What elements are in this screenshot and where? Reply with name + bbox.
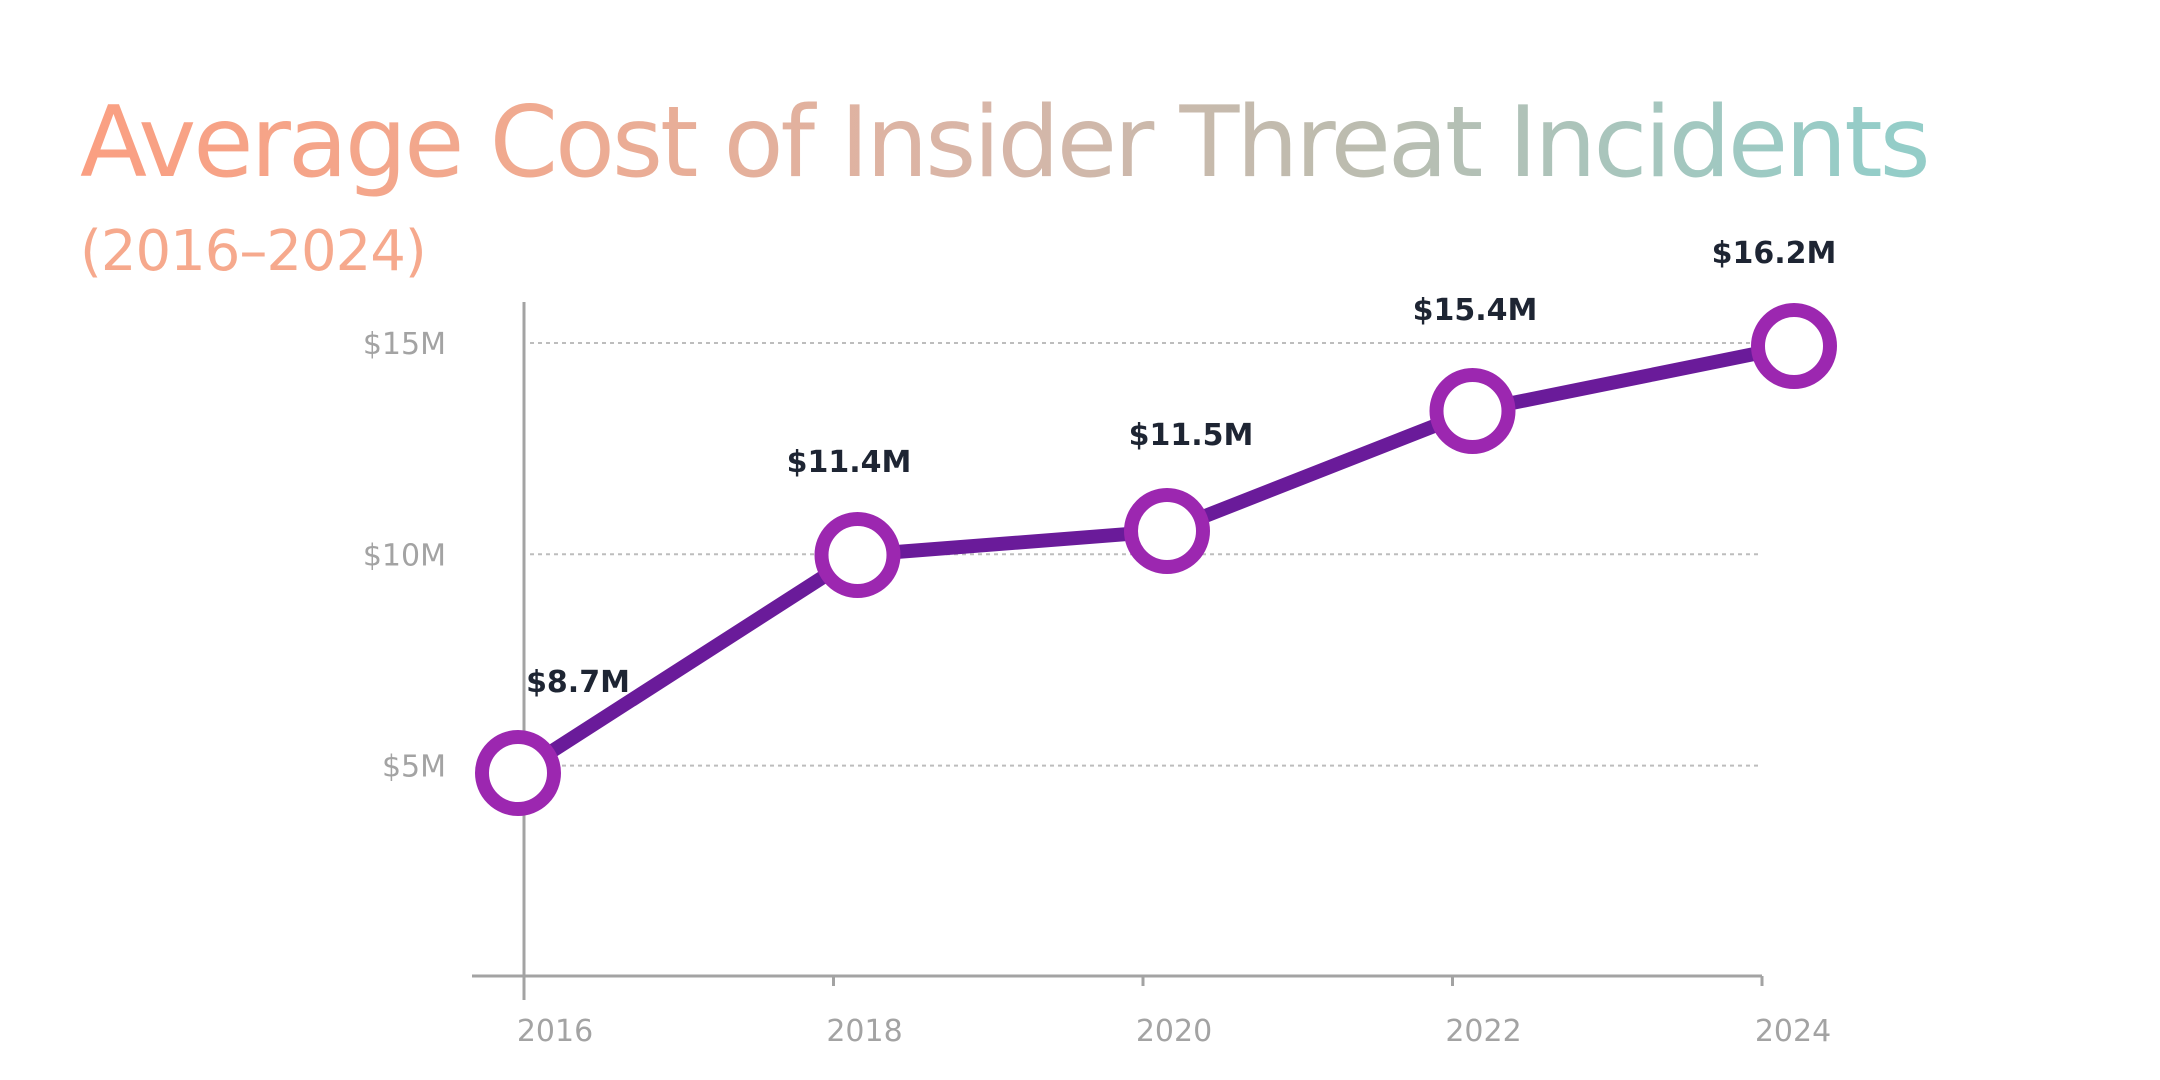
x-tick-label: 2016 <box>517 1014 593 1049</box>
data-label: $11.5M <box>1129 418 1254 453</box>
y-tick-label: $15M <box>363 327 446 362</box>
data-markers <box>475 303 1837 816</box>
x-tick-label: 2018 <box>826 1014 902 1049</box>
chart-title: Average Cost of Insider Threat Incidents <box>80 86 1928 200</box>
data-point-marker <box>814 512 901 598</box>
x-tick-labels: 2016 2018 2020 2022 2024 <box>517 1014 1831 1049</box>
data-labels: $8.7M $11.4M $11.5M $15.4M $16.2M <box>526 236 1836 700</box>
y-tick-label: $10M <box>363 538 446 573</box>
data-label: $15.4M <box>1413 293 1538 328</box>
x-ticks <box>522 976 1764 1000</box>
data-label: $16.2M <box>1712 236 1837 271</box>
data-label: $8.7M <box>526 665 630 700</box>
data-label: $11.4M <box>787 445 912 480</box>
y-tick-labels: $5M $10M $15M <box>363 327 446 785</box>
x-tick-label: 2024 <box>1755 1014 1831 1049</box>
x-tick-label: 2022 <box>1445 1014 1521 1049</box>
y-tick-label: $5M <box>382 750 446 785</box>
x-tick-label: 2020 <box>1136 1014 1212 1049</box>
chart-subtitle: (2016–2024) <box>80 219 426 284</box>
data-point-marker <box>475 730 561 816</box>
data-point-marker <box>1429 368 1516 454</box>
data-point-marker <box>1124 488 1210 574</box>
data-point-marker <box>1751 303 1837 389</box>
